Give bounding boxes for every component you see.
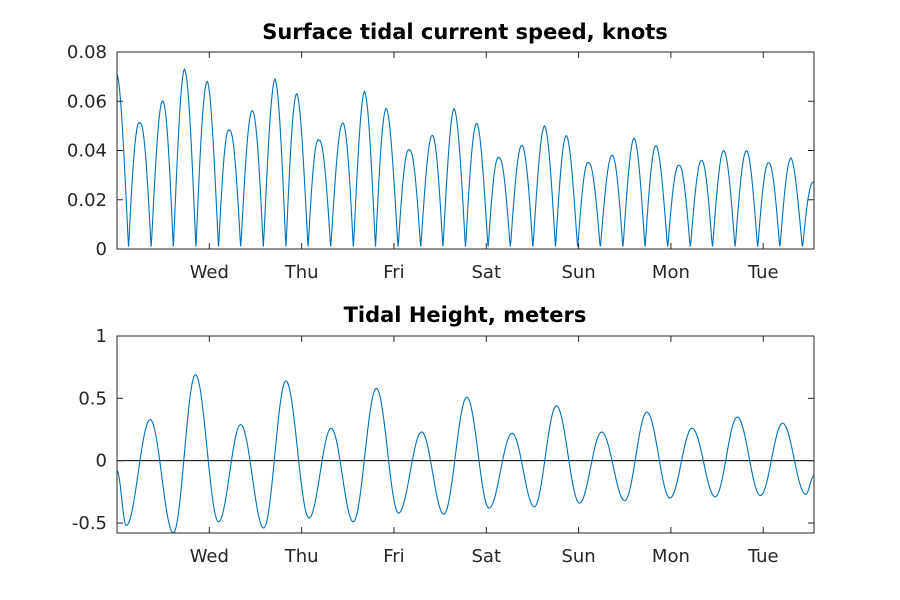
x-tick-label: Wed: [190, 262, 229, 283]
y-tick-label: 0.02: [67, 190, 107, 211]
y-tick-label: 0.04: [67, 141, 107, 162]
x-tick-label: Fri: [383, 262, 404, 283]
x-tick-label: Thu: [284, 546, 319, 567]
x-tick-label: Sun: [561, 262, 595, 283]
tidal-height-series-line: [116, 374, 815, 534]
x-tick-label: Fri: [383, 546, 404, 567]
tidal-height-panel: Tidal Height, meters Wed Thu Fri Sat Sun Mon T…: [72, 303, 815, 567]
current-speed-title: Surface tidal current speed, knots: [262, 20, 668, 44]
x-tick-label: Thu: [284, 262, 319, 283]
y-tick-label: 0.06: [67, 91, 107, 112]
current-speed-series-line: [116, 68, 815, 247]
y-tick-label: 0: [96, 239, 107, 260]
y-tick-label: 0.08: [67, 42, 107, 63]
x-tick-label: Wed: [190, 546, 229, 567]
y-tick-label: 1: [96, 326, 107, 347]
current-speed-panel: Surface tidal current speed, knots Wed Th…: [67, 20, 815, 283]
x-tick-label: Sat: [472, 546, 502, 567]
x-tick-label: Tue: [747, 546, 779, 567]
x-tick-label: Sat: [472, 262, 502, 283]
x-tick-label: Sun: [561, 546, 595, 567]
y-tick-label: 0: [96, 451, 107, 472]
y-tick-label: 0.5: [78, 388, 107, 409]
x-tick-label: Tue: [747, 262, 779, 283]
x-tick-label: Mon: [652, 262, 690, 283]
y-tick-label: -0.5: [72, 513, 107, 534]
tidal-height-axes-frame: [116, 335, 815, 534]
tidal-height-title: Tidal Height, meters: [344, 303, 587, 327]
x-tick-label: Mon: [652, 546, 690, 567]
